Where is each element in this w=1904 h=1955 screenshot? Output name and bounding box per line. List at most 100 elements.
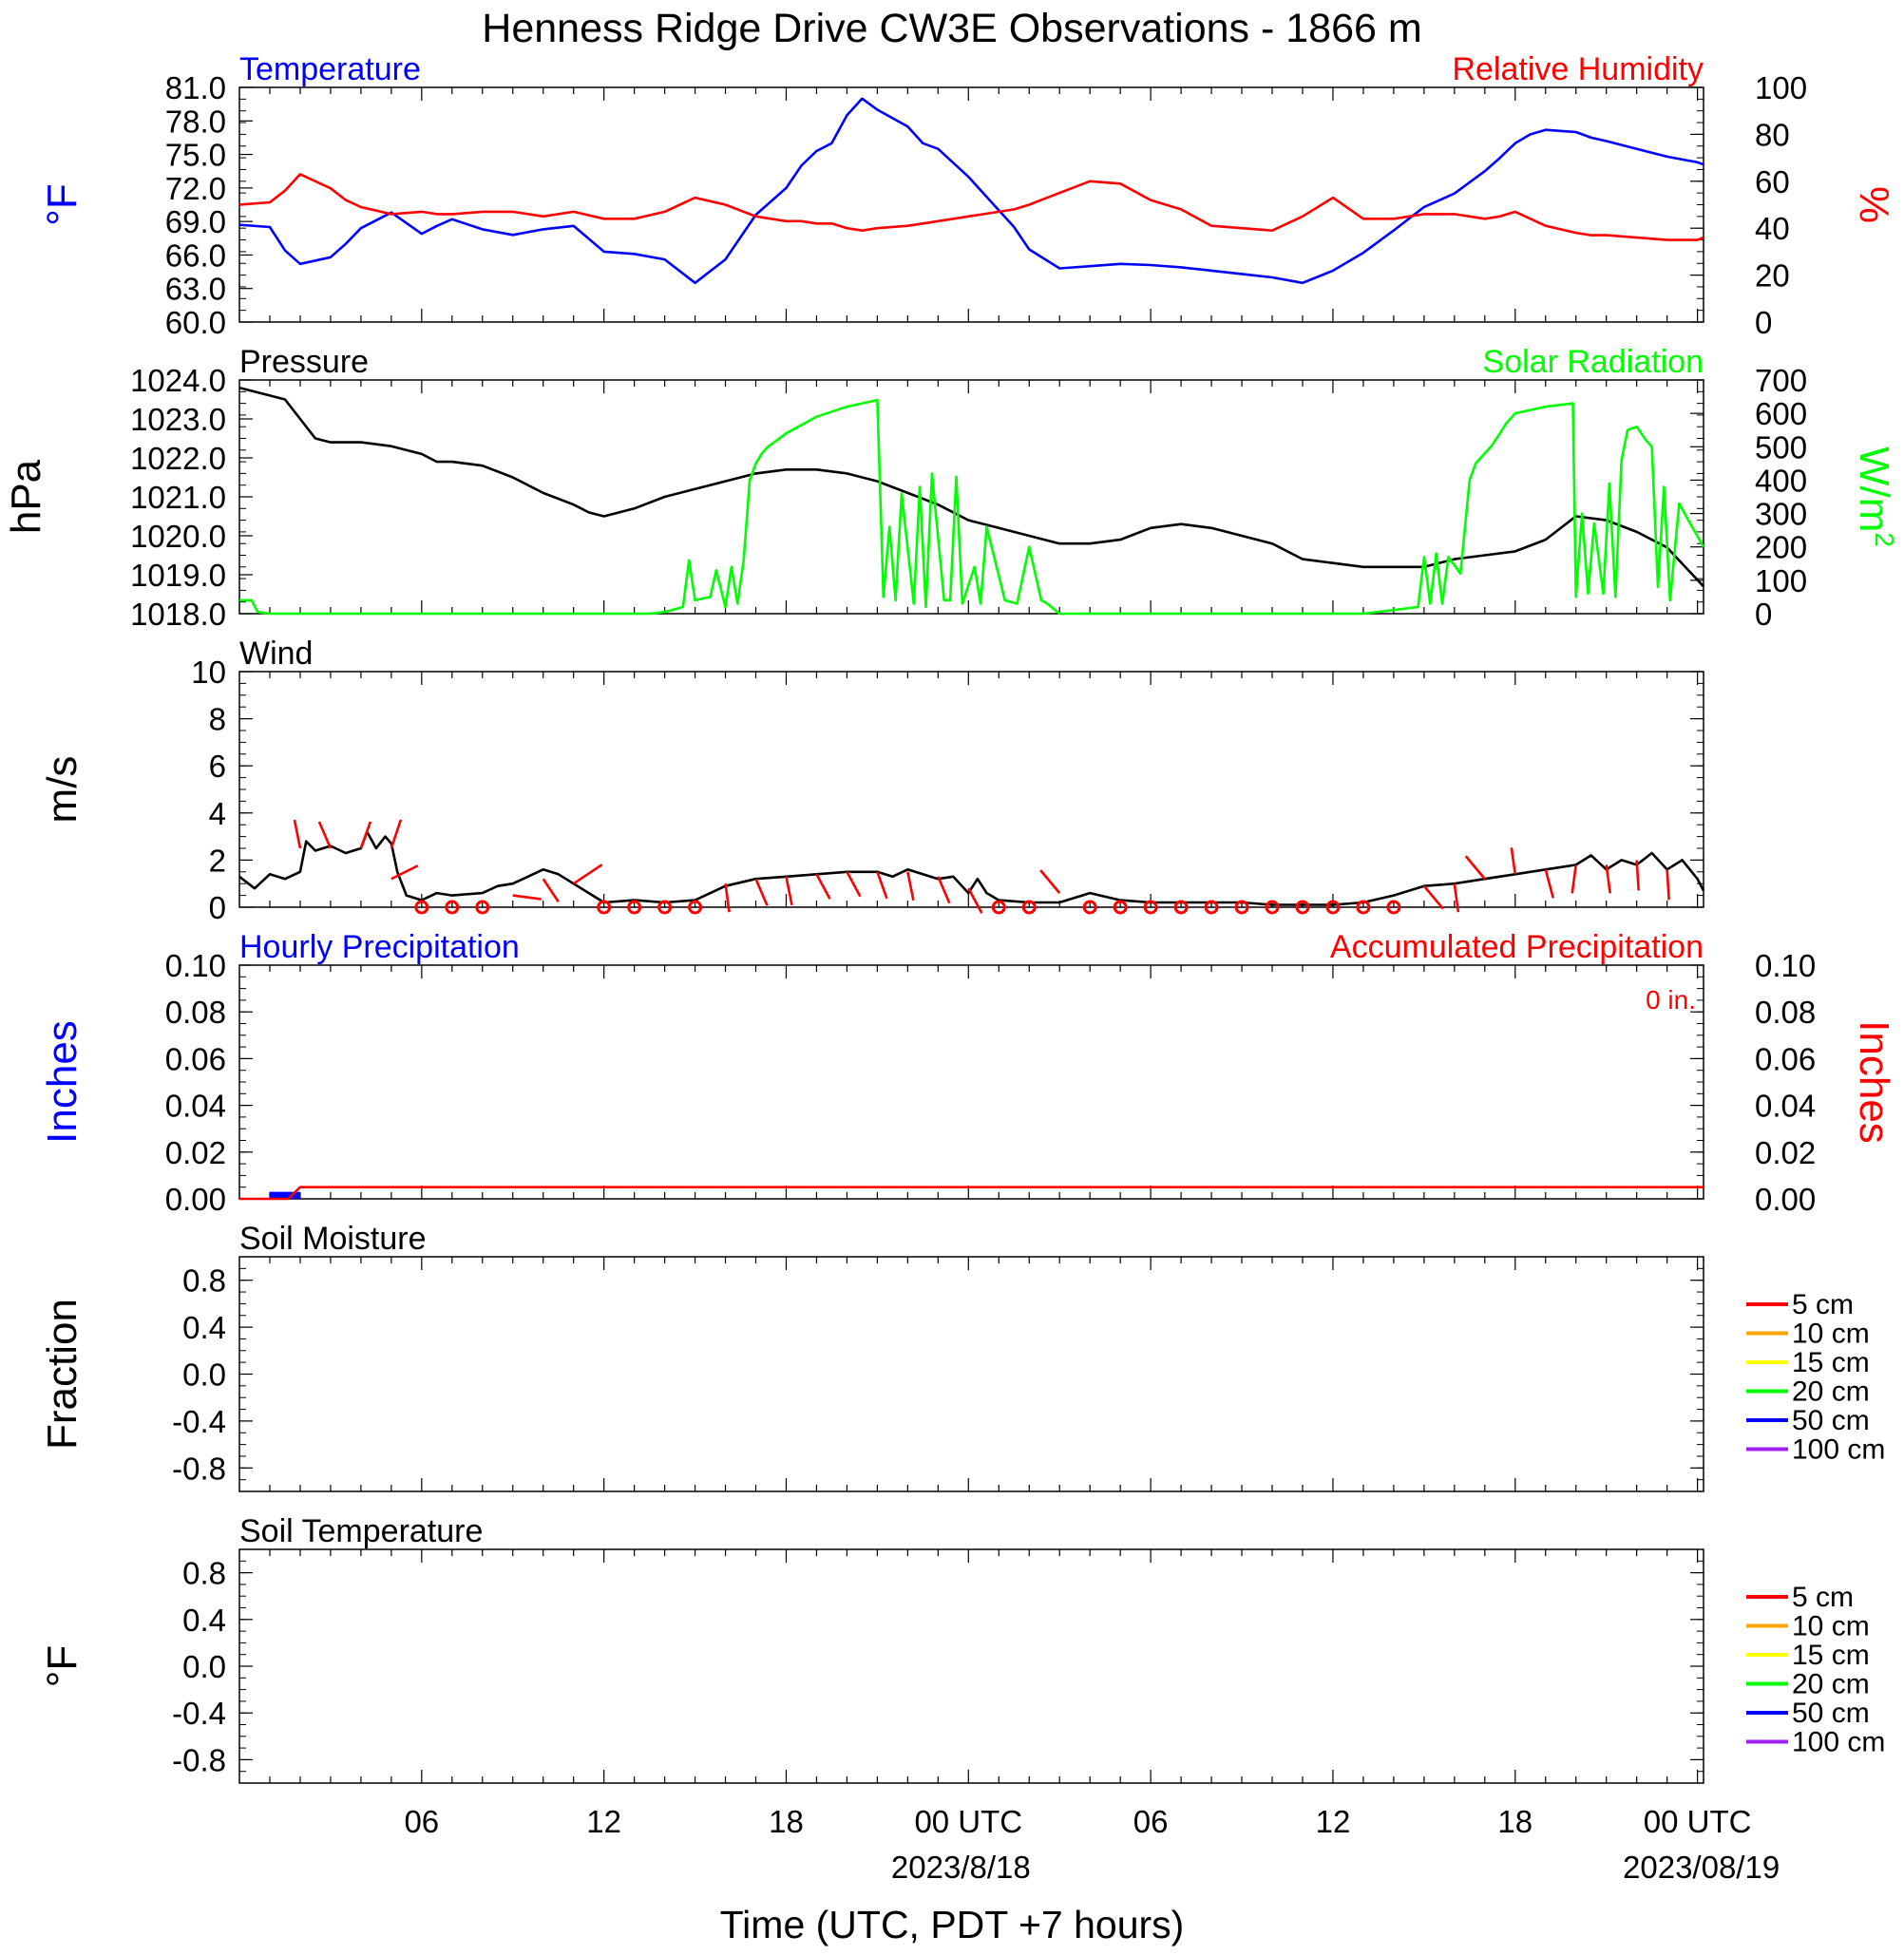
panel-wind: 0 2 4 6 8 10 Wind m/s xyxy=(39,636,1705,925)
y-tick-label: 78.0 xyxy=(165,104,226,139)
precip-total-label: 0 in. xyxy=(1646,985,1696,1015)
y-tick-label: 66.0 xyxy=(165,237,226,273)
series-relative-humidity xyxy=(238,173,1704,241)
y-tick-label: 0 xyxy=(209,890,226,925)
panel-right-title: Accumulated Precipitation xyxy=(1330,929,1704,965)
calm-wind-marker xyxy=(1143,900,1158,915)
y-tick-label: 8 xyxy=(209,702,226,737)
legend-label: 20 cm xyxy=(1792,1669,1870,1700)
y-right-tick-label: 300 xyxy=(1755,497,1807,532)
calm-wind-marker xyxy=(1082,900,1097,915)
legend-label: 15 cm xyxy=(1792,1347,1870,1378)
legend-label: 100 cm xyxy=(1792,1727,1885,1758)
y-axis-label-left: hPa xyxy=(3,459,49,534)
y-tick-label: 0.08 xyxy=(165,995,226,1030)
wind-barb xyxy=(572,864,603,885)
wind-barb xyxy=(390,864,419,881)
wind-barb xyxy=(906,871,915,902)
y-tick-label: 0.00 xyxy=(165,1182,226,1217)
x-tick-label: 00 UTC xyxy=(914,1804,1022,1839)
y-axis-label-left: m/s xyxy=(39,756,86,824)
calm-wind-marker xyxy=(688,900,703,915)
plot-frame xyxy=(238,1548,1704,1784)
legend-label: 5 cm xyxy=(1792,1582,1854,1613)
calm-wind-marker xyxy=(1265,900,1280,915)
calm-wind-marker xyxy=(1295,900,1310,915)
calm-wind-marker xyxy=(991,900,1006,915)
y-tick-label: 1020.0 xyxy=(130,519,226,554)
y-tick-label: 72.0 xyxy=(165,171,226,206)
y-tick-label: 0.4 xyxy=(182,1603,226,1638)
series-pressure xyxy=(238,386,1704,588)
calm-wind-marker xyxy=(1356,900,1371,915)
panel-left-title: Hourly Precipitation xyxy=(239,929,520,965)
calm-wind-marker xyxy=(1204,900,1219,915)
y-right-tick-label: 0.00 xyxy=(1755,1182,1816,1217)
plot-frame xyxy=(238,86,1704,323)
x-tick-label: 18 xyxy=(769,1804,804,1839)
panel-right-title: Solar Radiation xyxy=(1483,344,1704,380)
series-accumulated-precipitation xyxy=(239,1186,1704,1201)
panel-soil-moisture: -0.8 -0.4 0.0 0.4 0.8 Soil Moisture Fraction 5 … xyxy=(39,1221,1885,1492)
calm-wind-marker xyxy=(1173,900,1189,915)
y-tick-label: 0.06 xyxy=(165,1041,226,1076)
wind-barb xyxy=(815,873,831,900)
y-right-tick-label: 400 xyxy=(1755,463,1807,498)
panel-precipitation: 0.00 0.02 0.04 0.06 0.08 0.10 0.00 0.02 0.04 0.06… xyxy=(39,929,1897,1217)
date-label: 2023/08/19 xyxy=(1623,1850,1780,1885)
wind-barb xyxy=(724,883,731,913)
y-right-tick-label: 500 xyxy=(1755,429,1807,465)
y-tick-label: 1019.0 xyxy=(130,558,226,593)
y-tick-label: 0.8 xyxy=(182,1263,226,1299)
panel-pressure-solar: 1018.0 1019.0 1020.0 1021.0 1022.0 1023.0 1024… xyxy=(3,344,1899,632)
wind-barb xyxy=(937,876,951,904)
y-tick-label: 1023.0 xyxy=(130,402,226,437)
y-right-tick-label: 20 xyxy=(1755,258,1790,294)
y-tick-label: 69.0 xyxy=(165,204,226,239)
legend-label: 100 cm xyxy=(1792,1434,1885,1466)
plot-frame xyxy=(238,671,1704,908)
calm-wind-marker xyxy=(414,900,429,915)
calm-wind-marker xyxy=(1234,900,1249,915)
wind-barb xyxy=(293,819,302,849)
y-right-tick-label: 100 xyxy=(1755,563,1807,598)
calm-wind-marker xyxy=(1021,900,1037,915)
calm-wind-marker xyxy=(1386,900,1401,915)
y-right-tick-label: 60 xyxy=(1755,164,1790,199)
wind-barb xyxy=(1510,847,1517,875)
y-tick-label: 0.4 xyxy=(182,1310,226,1345)
x-tick-label: 12 xyxy=(586,1804,621,1839)
y-right-tick-label: 40 xyxy=(1755,211,1790,246)
y-tick-label: 1018.0 xyxy=(130,597,226,632)
series-solar-radiation xyxy=(239,398,1705,616)
calm-wind-marker xyxy=(657,900,673,915)
y-tick-label: -0.4 xyxy=(172,1404,226,1439)
wind-barb xyxy=(390,819,403,849)
plot-frame xyxy=(238,1256,1704,1492)
y-axis-label-left: °F xyxy=(39,1645,86,1687)
y-tick-label: 1024.0 xyxy=(130,363,226,398)
wind-barb xyxy=(1464,855,1486,881)
y-axis-label-left: °F xyxy=(39,183,86,225)
legend-label: 10 cm xyxy=(1792,1319,1870,1350)
x-tick-label: 12 xyxy=(1316,1804,1351,1839)
wind-barb xyxy=(1544,868,1555,899)
y-axis-label-right: Inches xyxy=(1851,1020,1897,1144)
wind-barb xyxy=(967,887,983,914)
y-axis-label-right: W/m2 xyxy=(1851,446,1899,547)
x-tick-label: 06 xyxy=(404,1804,439,1839)
wind-barb xyxy=(754,878,769,906)
wind-barb xyxy=(876,871,888,900)
x-tick-label: 18 xyxy=(1497,1804,1533,1839)
y-right-tick-label: 200 xyxy=(1755,530,1807,565)
wind-barb xyxy=(1571,864,1578,894)
calm-wind-marker xyxy=(627,900,642,915)
y-right-tick-label: 700 xyxy=(1755,363,1807,398)
legend-label: 50 cm xyxy=(1792,1405,1870,1436)
wind-barb xyxy=(359,821,372,849)
time-axis: 06 12 18 00 UTC 06 12 18 00 UTC 2023/8/18 2023/08… xyxy=(404,1804,1780,1885)
y-tick-label: 4 xyxy=(209,796,226,831)
y-right-tick-label: 80 xyxy=(1755,117,1790,152)
